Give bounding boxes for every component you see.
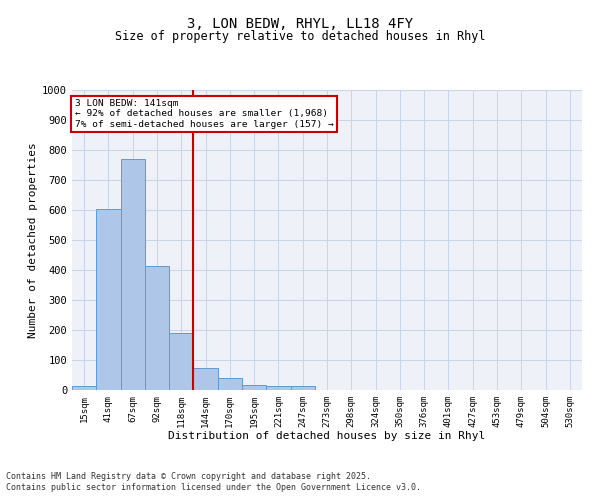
Text: Contains HM Land Registry data © Crown copyright and database right 2025.: Contains HM Land Registry data © Crown c… [6,472,371,481]
Text: 3 LON BEDW: 141sqm
← 92% of detached houses are smaller (1,968)
7% of semi-detac: 3 LON BEDW: 141sqm ← 92% of detached hou… [74,99,334,129]
Bar [266,386,290,390]
Bar [193,368,218,390]
Bar [145,266,169,390]
Bar [96,208,121,390]
Bar [169,333,193,390]
Text: 3, LON BEDW, RHYL, LL18 4FY: 3, LON BEDW, RHYL, LL18 4FY [187,18,413,32]
Bar [72,386,96,390]
Bar [242,384,266,390]
Text: Size of property relative to detached houses in Rhyl: Size of property relative to detached ho… [115,30,485,43]
Bar [121,159,145,390]
Y-axis label: Number of detached properties: Number of detached properties [28,142,38,338]
X-axis label: Distribution of detached houses by size in Rhyl: Distribution of detached houses by size … [169,432,485,442]
Bar [290,386,315,390]
Bar [218,378,242,390]
Text: Contains public sector information licensed under the Open Government Licence v3: Contains public sector information licen… [6,484,421,492]
